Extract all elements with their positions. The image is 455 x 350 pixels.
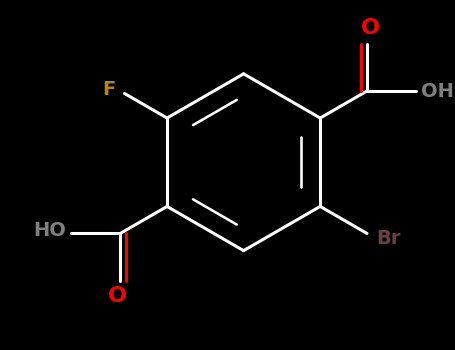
Text: O: O: [360, 18, 379, 38]
Text: OH: OH: [421, 82, 454, 100]
Text: F: F: [102, 80, 116, 99]
Text: O: O: [108, 286, 127, 306]
Text: Br: Br: [376, 229, 401, 248]
Text: HO: HO: [33, 221, 66, 240]
